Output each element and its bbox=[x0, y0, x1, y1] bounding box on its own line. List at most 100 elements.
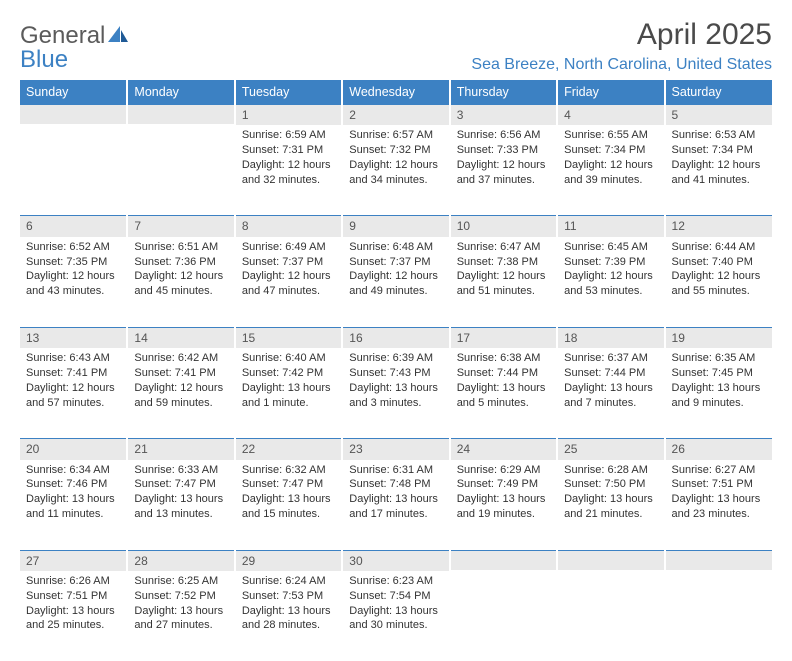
day-number: 26 bbox=[666, 438, 772, 459]
day-number-cell: 16 bbox=[342, 327, 449, 348]
day-detail: Sunrise: 6:52 AMSunset: 7:35 PMDaylight:… bbox=[20, 237, 126, 305]
brand-sail-icon bbox=[107, 24, 129, 48]
day-number-cell: 21 bbox=[127, 438, 234, 459]
week-daynum-row: 27282930 bbox=[20, 550, 772, 571]
weekday-header: Saturday bbox=[665, 80, 772, 104]
day-detail: Sunrise: 6:56 AMSunset: 7:33 PMDaylight:… bbox=[451, 125, 556, 193]
weekday-header: Sunday bbox=[20, 80, 127, 104]
day-number-cell bbox=[557, 550, 664, 571]
week-daynum-row: 20212223242526 bbox=[20, 438, 772, 459]
empty-day-number bbox=[558, 550, 663, 570]
day-number-cell: 10 bbox=[450, 215, 557, 236]
day-content-cell: Sunrise: 6:39 AMSunset: 7:43 PMDaylight:… bbox=[342, 348, 449, 438]
week-content-row: Sunrise: 6:52 AMSunset: 7:35 PMDaylight:… bbox=[20, 237, 772, 327]
day-number-cell: 13 bbox=[20, 327, 127, 348]
day-content-cell: Sunrise: 6:26 AMSunset: 7:51 PMDaylight:… bbox=[20, 571, 127, 661]
day-number-cell: 3 bbox=[450, 104, 557, 125]
day-number: 10 bbox=[451, 215, 556, 236]
week-content-row: Sunrise: 6:43 AMSunset: 7:41 PMDaylight:… bbox=[20, 348, 772, 438]
day-number: 18 bbox=[558, 327, 663, 348]
month-title: April 2025 bbox=[471, 18, 772, 52]
day-content-cell: Sunrise: 6:53 AMSunset: 7:34 PMDaylight:… bbox=[665, 125, 772, 215]
day-content-cell: Sunrise: 6:43 AMSunset: 7:41 PMDaylight:… bbox=[20, 348, 127, 438]
day-number-cell: 18 bbox=[557, 327, 664, 348]
day-number-cell: 27 bbox=[20, 550, 127, 571]
day-number-cell: 7 bbox=[127, 215, 234, 236]
day-detail: Sunrise: 6:33 AMSunset: 7:47 PMDaylight:… bbox=[128, 460, 233, 528]
day-number-cell: 2 bbox=[342, 104, 449, 125]
day-number: 25 bbox=[558, 438, 663, 459]
day-detail: Sunrise: 6:48 AMSunset: 7:37 PMDaylight:… bbox=[343, 237, 448, 305]
empty-day-number bbox=[20, 104, 126, 124]
day-number: 16 bbox=[343, 327, 448, 348]
day-number-cell bbox=[20, 104, 127, 125]
day-detail: Sunrise: 6:39 AMSunset: 7:43 PMDaylight:… bbox=[343, 348, 448, 416]
day-number-cell: 14 bbox=[127, 327, 234, 348]
title-block: April 2025 Sea Breeze, North Carolina, U… bbox=[471, 18, 772, 74]
day-number: 13 bbox=[20, 327, 126, 348]
day-detail: Sunrise: 6:32 AMSunset: 7:47 PMDaylight:… bbox=[236, 460, 341, 528]
day-number: 11 bbox=[558, 215, 663, 236]
brand-logo: GeneralBlue bbox=[20, 18, 129, 72]
calendar-header-row: SundayMondayTuesdayWednesdayThursdayFrid… bbox=[20, 80, 772, 104]
day-detail: Sunrise: 6:51 AMSunset: 7:36 PMDaylight:… bbox=[128, 237, 233, 305]
day-number: 7 bbox=[128, 215, 233, 236]
day-number-cell: 20 bbox=[20, 438, 127, 459]
day-number: 9 bbox=[343, 215, 448, 236]
day-detail: Sunrise: 6:34 AMSunset: 7:46 PMDaylight:… bbox=[20, 460, 126, 528]
day-content-cell: Sunrise: 6:47 AMSunset: 7:38 PMDaylight:… bbox=[450, 237, 557, 327]
day-number: 22 bbox=[236, 438, 341, 459]
day-number: 20 bbox=[20, 438, 126, 459]
day-content-cell: Sunrise: 6:45 AMSunset: 7:39 PMDaylight:… bbox=[557, 237, 664, 327]
brand-part2: Blue bbox=[20, 46, 68, 73]
day-detail: Sunrise: 6:59 AMSunset: 7:31 PMDaylight:… bbox=[236, 125, 341, 193]
day-number: 8 bbox=[236, 215, 341, 236]
day-number-cell: 4 bbox=[557, 104, 664, 125]
day-detail: Sunrise: 6:29 AMSunset: 7:49 PMDaylight:… bbox=[451, 460, 556, 528]
weekday-header: Tuesday bbox=[235, 80, 342, 104]
week-daynum-row: 6789101112 bbox=[20, 215, 772, 236]
day-detail: Sunrise: 6:25 AMSunset: 7:52 PMDaylight:… bbox=[128, 571, 233, 639]
day-detail: Sunrise: 6:53 AMSunset: 7:34 PMDaylight:… bbox=[666, 125, 772, 193]
day-content-cell: Sunrise: 6:28 AMSunset: 7:50 PMDaylight:… bbox=[557, 460, 664, 550]
day-content-cell bbox=[665, 571, 772, 661]
weekday-header: Friday bbox=[557, 80, 664, 104]
day-number: 5 bbox=[666, 104, 772, 125]
week-content-row: Sunrise: 6:34 AMSunset: 7:46 PMDaylight:… bbox=[20, 460, 772, 550]
calendar-table: SundayMondayTuesdayWednesdayThursdayFrid… bbox=[20, 80, 772, 661]
day-number: 19 bbox=[666, 327, 772, 348]
day-number: 12 bbox=[666, 215, 772, 236]
day-content-cell: Sunrise: 6:34 AMSunset: 7:46 PMDaylight:… bbox=[20, 460, 127, 550]
week-daynum-row: 12345 bbox=[20, 104, 772, 125]
day-content-cell: Sunrise: 6:31 AMSunset: 7:48 PMDaylight:… bbox=[342, 460, 449, 550]
day-number-cell: 29 bbox=[235, 550, 342, 571]
day-detail: Sunrise: 6:45 AMSunset: 7:39 PMDaylight:… bbox=[558, 237, 663, 305]
day-content-cell: Sunrise: 6:52 AMSunset: 7:35 PMDaylight:… bbox=[20, 237, 127, 327]
weekday-header: Monday bbox=[127, 80, 234, 104]
day-number: 15 bbox=[236, 327, 341, 348]
day-number-cell: 26 bbox=[665, 438, 772, 459]
empty-day-number bbox=[128, 104, 233, 124]
day-content-cell bbox=[127, 125, 234, 215]
day-content-cell: Sunrise: 6:42 AMSunset: 7:41 PMDaylight:… bbox=[127, 348, 234, 438]
day-content-cell: Sunrise: 6:33 AMSunset: 7:47 PMDaylight:… bbox=[127, 460, 234, 550]
day-number: 3 bbox=[451, 104, 556, 125]
day-number-cell: 12 bbox=[665, 215, 772, 236]
empty-day-number bbox=[451, 550, 556, 570]
day-content-cell: Sunrise: 6:55 AMSunset: 7:34 PMDaylight:… bbox=[557, 125, 664, 215]
day-detail: Sunrise: 6:24 AMSunset: 7:53 PMDaylight:… bbox=[236, 571, 341, 639]
page-header: GeneralBlue April 2025 Sea Breeze, North… bbox=[20, 18, 772, 74]
week-content-row: Sunrise: 6:59 AMSunset: 7:31 PMDaylight:… bbox=[20, 125, 772, 215]
day-number: 17 bbox=[451, 327, 556, 348]
day-detail: Sunrise: 6:55 AMSunset: 7:34 PMDaylight:… bbox=[558, 125, 663, 193]
day-detail: Sunrise: 6:49 AMSunset: 7:37 PMDaylight:… bbox=[236, 237, 341, 305]
day-content-cell: Sunrise: 6:56 AMSunset: 7:33 PMDaylight:… bbox=[450, 125, 557, 215]
week-daynum-row: 13141516171819 bbox=[20, 327, 772, 348]
week-content-row: Sunrise: 6:26 AMSunset: 7:51 PMDaylight:… bbox=[20, 571, 772, 661]
day-number-cell: 25 bbox=[557, 438, 664, 459]
day-content-cell bbox=[557, 571, 664, 661]
day-number-cell bbox=[127, 104, 234, 125]
day-detail: Sunrise: 6:23 AMSunset: 7:54 PMDaylight:… bbox=[343, 571, 448, 639]
day-detail: Sunrise: 6:42 AMSunset: 7:41 PMDaylight:… bbox=[128, 348, 233, 416]
location-subtitle: Sea Breeze, North Carolina, United State… bbox=[471, 56, 772, 74]
